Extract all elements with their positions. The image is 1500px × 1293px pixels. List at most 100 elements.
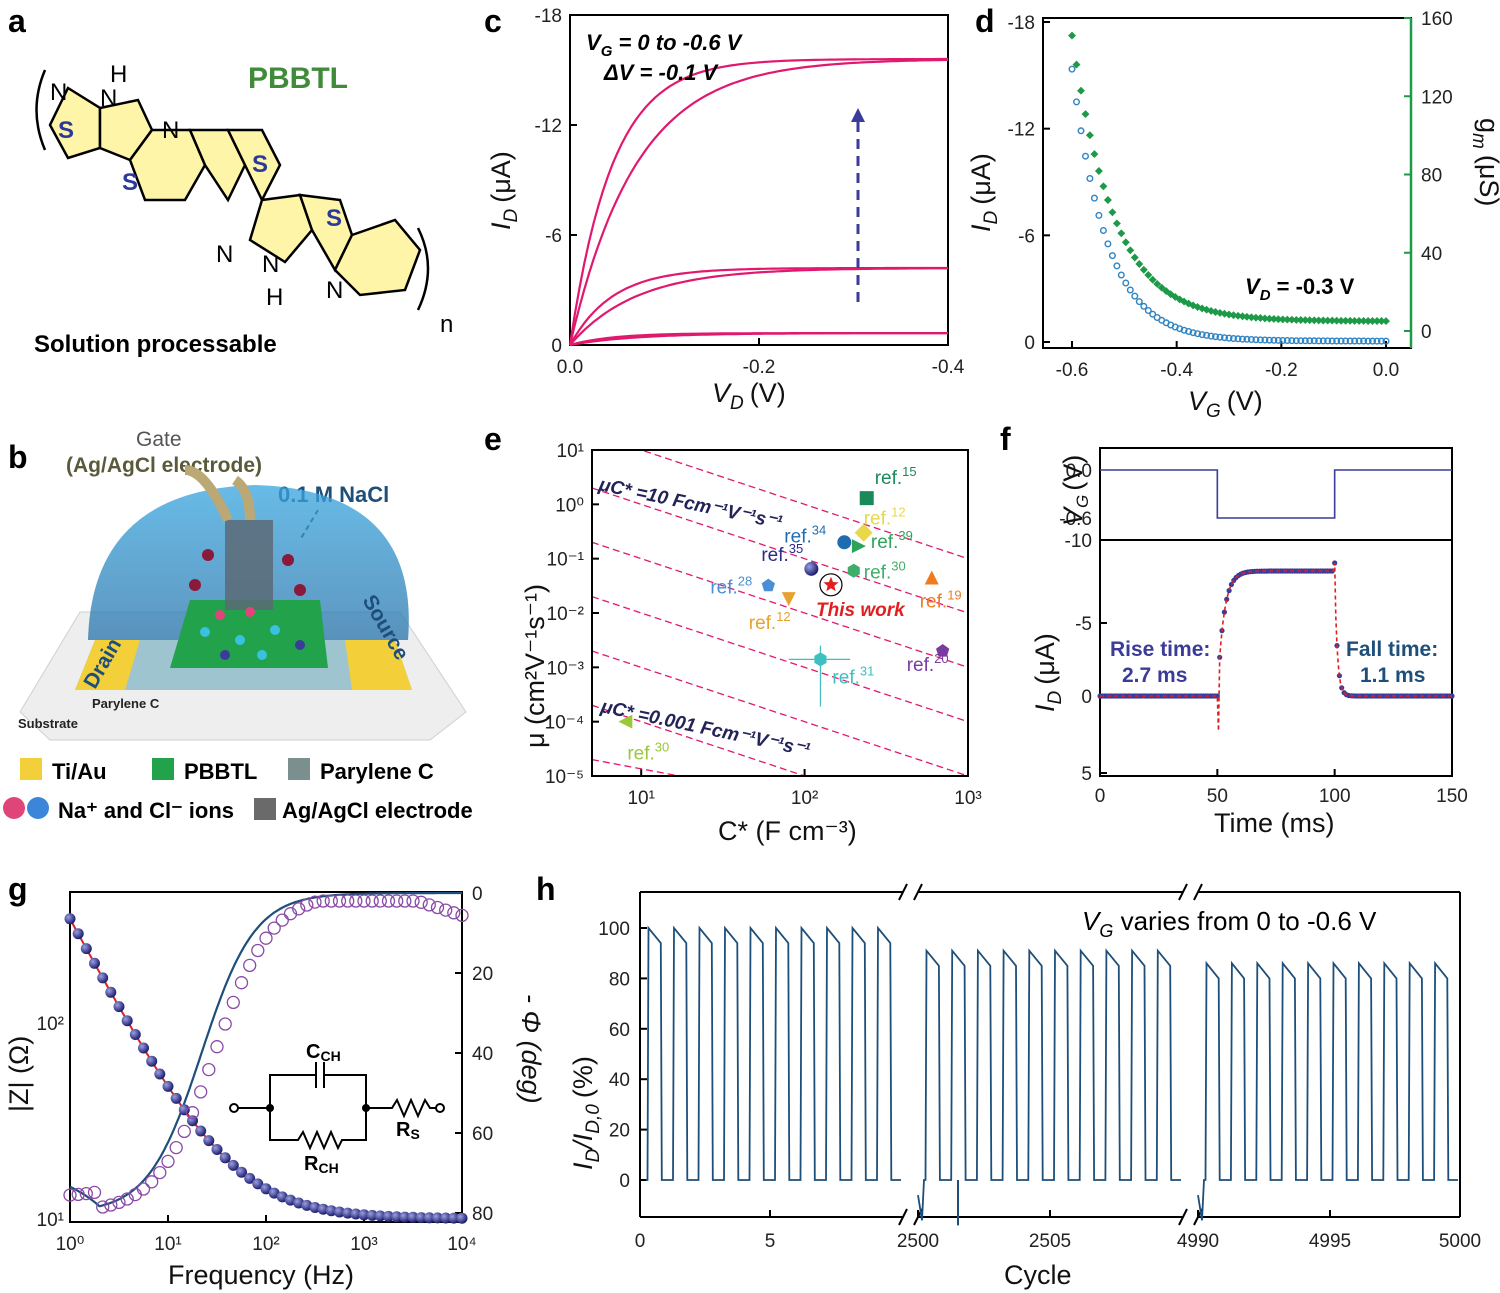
polymer-name: PBBTL bbox=[248, 62, 348, 95]
phase-point bbox=[324, 894, 338, 908]
x-axis-label-d: VG (V) bbox=[1188, 386, 1263, 422]
x-tick-label-c: -0.4 bbox=[932, 357, 965, 378]
gate-wire-2 bbox=[231, 475, 255, 521]
impedance-point bbox=[342, 1207, 354, 1219]
y-top-tick-label-f: -0.6 bbox=[1059, 509, 1092, 530]
phase-point bbox=[136, 1182, 151, 1196]
id-point bbox=[1315, 337, 1323, 345]
cycling-trace-2 bbox=[1197, 960, 1458, 1221]
mark-ref28-7 bbox=[761, 578, 775, 592]
phase-point bbox=[243, 958, 257, 973]
axis-break bbox=[898, 1208, 908, 1226]
phase-point bbox=[79, 1186, 93, 1201]
id-point bbox=[1368, 337, 1376, 345]
impedance-point bbox=[203, 1135, 215, 1147]
axis-ticks-h: 0 20 40 60 80 100 0 5 2500 2505 4990 4995 5000 bbox=[598, 919, 1481, 1252]
x-tick-label-f: 50 bbox=[1207, 786, 1228, 807]
gm-point bbox=[1247, 313, 1256, 322]
plot-frame-f-bottom bbox=[1099, 539, 1453, 777]
x-tick-label-c: -0.2 bbox=[743, 357, 776, 378]
y-tick-label-f: -5 bbox=[1075, 614, 1092, 635]
cycling-trace-0 bbox=[646, 925, 901, 1181]
gm-point bbox=[1242, 312, 1251, 321]
x-tick-label-f: 150 bbox=[1436, 786, 1468, 807]
impedance-point bbox=[211, 1144, 223, 1155]
id-point bbox=[1131, 292, 1139, 300]
y-tick-label-h: 100 bbox=[598, 919, 630, 940]
impedance-point bbox=[138, 1042, 149, 1054]
output-curve-1-1 bbox=[569, 267, 948, 346]
x-tick-label-e: 10³ bbox=[954, 788, 981, 809]
legend-label-agcl: Ag/AgCl electrode bbox=[282, 798, 473, 823]
atom-n-2: N bbox=[100, 85, 117, 112]
legend-swatch-tiau bbox=[20, 758, 42, 780]
impedance-point bbox=[113, 1001, 125, 1013]
id-point bbox=[1360, 337, 1368, 345]
gate-sub-label: (Ag/AgCl electrode) bbox=[66, 454, 262, 477]
id-point bbox=[1261, 336, 1269, 344]
this-work-label: This work bbox=[816, 600, 906, 621]
atom-h-1: H bbox=[110, 61, 127, 88]
y-axis-label-c: ID(μA) bbox=[486, 151, 522, 230]
mark-ref39-3 bbox=[851, 539, 866, 554]
panel-d: d -0.6 -0.4 -0.2 0.0 0 -6 -12 -18 0 40 80 120 160 VD… bbox=[966, 3, 1500, 422]
phase-point bbox=[398, 894, 412, 908]
phase-point bbox=[161, 1154, 175, 1169]
atom-h-2: H bbox=[266, 284, 283, 311]
ref-label-3: ref.39 bbox=[871, 528, 913, 553]
plot-frame-f-top bbox=[1099, 447, 1453, 541]
bracket-right bbox=[416, 227, 430, 311]
x-tick-label-g: 10³ bbox=[350, 1234, 377, 1255]
impedance-point bbox=[129, 1029, 141, 1040]
x-tick-label-g: 10² bbox=[252, 1234, 279, 1255]
x-axis-label-f: Time (ms) bbox=[1214, 808, 1334, 838]
gm-point bbox=[1144, 271, 1153, 279]
id-point bbox=[1238, 335, 1246, 343]
legend-label-tiau: Ti/Au bbox=[52, 759, 107, 784]
panel-letter-c: c bbox=[484, 3, 502, 39]
bracket-left bbox=[35, 69, 47, 151]
axis-ticks-e: 10¹ 10² 10³ 10¹ 10⁰ 10⁻¹ 10⁻² 10⁻³ 10⁻⁴ 10⁻⁵ bbox=[545, 441, 982, 809]
y-tick-label-c: 0 bbox=[551, 336, 562, 357]
ref-label-8: ref.12 bbox=[749, 609, 791, 634]
gm-point bbox=[1292, 315, 1301, 324]
phase-point bbox=[390, 894, 404, 908]
impedance-point bbox=[407, 1211, 419, 1223]
x-tick-label-h: 5 bbox=[765, 1231, 776, 1252]
impedance-point bbox=[244, 1172, 256, 1184]
gm-point bbox=[1373, 317, 1381, 325]
impedance-point bbox=[121, 1015, 133, 1027]
y2-tick-label-g: 60 bbox=[472, 1124, 493, 1145]
atom-n-5: N bbox=[262, 251, 279, 278]
phase-point bbox=[87, 1185, 102, 1200]
benzene-ring-2 bbox=[333, 218, 422, 297]
id-point bbox=[1122, 279, 1130, 287]
x-tick-label-d: -0.2 bbox=[1265, 360, 1298, 381]
panel-letter-b: b bbox=[8, 439, 28, 475]
atom-s-2: S bbox=[122, 169, 138, 196]
x-tick-label-e: 10² bbox=[791, 788, 818, 809]
id-point bbox=[1283, 337, 1291, 345]
id-point bbox=[1301, 337, 1309, 345]
phase-point bbox=[251, 943, 265, 958]
phase-point bbox=[202, 1062, 216, 1077]
phase-point bbox=[365, 894, 379, 908]
id-point bbox=[1220, 334, 1228, 342]
output-curves bbox=[568, 57, 949, 347]
impedance-point bbox=[325, 1205, 337, 1217]
id-point bbox=[1185, 328, 1193, 336]
x-axis-label-h: Cycle bbox=[1004, 1260, 1072, 1290]
axis-break bbox=[913, 883, 923, 901]
axis-break bbox=[1178, 1208, 1188, 1226]
id-point bbox=[1328, 337, 1336, 345]
id-point bbox=[1279, 337, 1287, 345]
phase-point bbox=[210, 1040, 224, 1054]
gm-point bbox=[1296, 316, 1305, 324]
impedance-point bbox=[334, 1206, 345, 1218]
atom-n-4: N bbox=[216, 241, 233, 268]
y2-tick-label-d: 0 bbox=[1421, 322, 1432, 343]
axis-break bbox=[898, 883, 908, 901]
phase-point bbox=[275, 913, 289, 927]
mark-ref12-1 bbox=[854, 523, 873, 542]
id-point bbox=[1095, 211, 1103, 219]
